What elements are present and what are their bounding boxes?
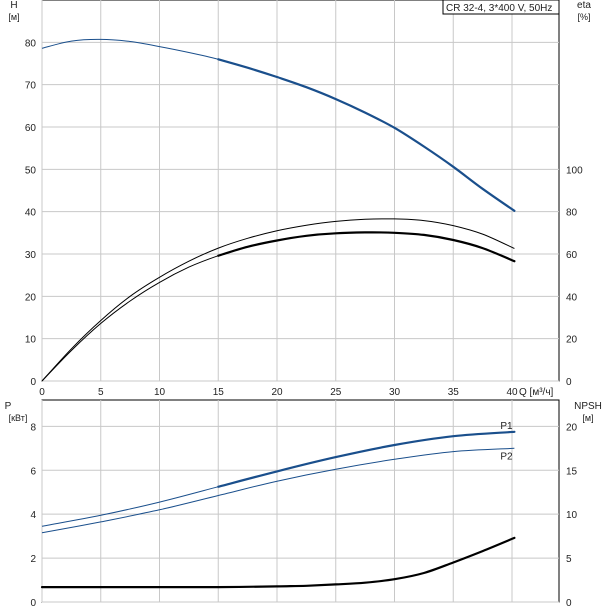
series-line-h [41,38,515,212]
x-tick-label: 35 [448,387,460,398]
chart-title-box: CR 32-4, 3*400 V, 50Hz [442,0,560,15]
series-bold-p1 [217,430,516,488]
right-tick-label: 15 [566,466,578,477]
series-line-eta-upper [41,218,515,382]
right-axis-unit-top: [%] [577,12,590,22]
chart-title: CR 32-4, 3*400 V, 50Hz [446,3,552,14]
right-tick-label: 10 [566,510,578,521]
series-line-p1 [41,431,515,527]
left-tick-label: 20 [25,292,37,303]
right-tick-label: 20 [566,335,578,346]
left-tick-label: 6 [30,466,36,477]
right-tick-label: 60 [566,250,578,261]
left-tick-label: 60 [25,123,37,134]
left-tick-label: 10 [25,335,37,346]
series-bold-npsh [40,536,516,589]
series-bold-eta-lower [217,231,516,263]
left-tick-label: 80 [25,38,37,49]
left-axis-label-top: H [10,0,17,11]
left-tick-label: 4 [30,510,36,521]
grid-lines [41,0,559,603]
right-tick-label: 20 [566,422,578,433]
x-tick-label: 0 [39,387,45,398]
bottom-chart-panel [41,399,560,603]
series-lines [40,38,516,589]
left-axis-unit-top: [м] [8,12,19,22]
right-axis-unit-bottom: [м] [582,413,593,423]
left-tick-label: 30 [25,250,37,261]
series-label-p1: P1 [500,421,513,432]
series-line-eta-lower [41,231,515,382]
right-tick-label: 100 [566,165,583,176]
left-axis-unit-bottom: [кВт] [9,413,28,423]
right-tick-label: 0 [566,598,572,609]
right-tick-label: 5 [566,554,572,565]
left-tick-label: 2 [30,554,36,565]
right-tick-label: 0 [566,377,572,388]
left-tick-label: 70 [25,81,37,92]
left-tick-label: 0 [30,377,36,388]
series-bold-h [217,58,516,212]
x-tick-label: 30 [389,387,401,398]
x-tick-label: 40 [506,387,518,398]
left-axis-label-bottom: P [5,401,12,412]
right-axis-label-bottom: NPSH [574,401,602,412]
right-tick-label: 80 [566,208,578,219]
x-tick-label: 10 [154,387,166,398]
x-tick-label: 5 [98,387,104,398]
x-tick-label: 25 [330,387,342,398]
left-tick-label: 8 [30,422,36,433]
series-label-p2: P2 [500,451,513,462]
left-tick-label: 40 [25,208,37,219]
left-tick-label: 50 [25,165,37,176]
top-chart-panel [41,0,560,382]
x-axis-label: Q [м³/ч] [519,387,554,398]
right-axis-label-top: eta [577,0,591,11]
x-tick-label: 20 [271,387,283,398]
right-tick-label: 40 [566,292,578,303]
x-tick-label: 15 [213,387,225,398]
tick-labels: 0 5 10 15 20 25 30 35 40010203040506070800204060… [25,38,583,609]
series-line-npsh [42,537,515,588]
series-line-p2 [41,447,515,534]
left-tick-label: 0 [30,598,36,609]
